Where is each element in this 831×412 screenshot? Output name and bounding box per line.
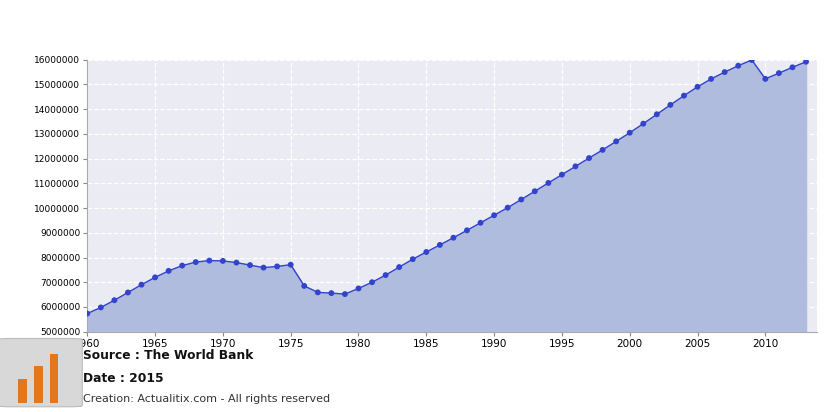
Bar xyxy=(18,379,27,403)
Point xyxy=(175,262,189,269)
Text: Source : The World Bank: Source : The World Bank xyxy=(83,349,253,362)
Point xyxy=(81,310,94,317)
Point xyxy=(203,258,216,264)
Point xyxy=(745,57,759,63)
Point xyxy=(216,258,229,264)
Point xyxy=(772,70,785,76)
Text: Date : 2015: Date : 2015 xyxy=(83,372,164,385)
Point xyxy=(149,274,162,281)
Point xyxy=(108,297,121,304)
Point xyxy=(488,212,501,218)
Point xyxy=(664,102,677,108)
Point xyxy=(162,267,175,274)
Point xyxy=(623,129,637,136)
Bar xyxy=(34,366,42,403)
Point xyxy=(718,69,731,75)
Point xyxy=(677,92,691,99)
Point xyxy=(284,261,297,268)
Point xyxy=(609,138,622,145)
Point xyxy=(121,289,135,296)
Point xyxy=(786,64,799,70)
Point xyxy=(569,163,583,170)
Point xyxy=(555,171,568,178)
Point xyxy=(691,84,704,90)
Point xyxy=(270,263,283,270)
Point xyxy=(189,259,203,265)
Point xyxy=(406,256,420,262)
Point xyxy=(257,265,270,271)
Point xyxy=(230,259,243,266)
Point xyxy=(392,264,406,270)
Point xyxy=(731,63,745,69)
Point xyxy=(759,75,772,82)
Point xyxy=(311,289,324,296)
Text: Cambodia - Population: Cambodia - Population xyxy=(11,17,239,35)
Point xyxy=(542,180,555,186)
Point xyxy=(325,290,338,296)
Point xyxy=(94,304,107,311)
Point xyxy=(379,272,392,279)
Text: Creation: Actualitix.com - All rights reserved: Creation: Actualitix.com - All rights re… xyxy=(83,394,330,404)
Point xyxy=(705,76,718,82)
Point xyxy=(637,120,650,127)
Point xyxy=(366,279,379,286)
Point xyxy=(135,281,148,288)
Point xyxy=(460,227,474,234)
Point xyxy=(514,196,528,203)
Point xyxy=(474,220,487,226)
Point xyxy=(433,241,446,248)
Point xyxy=(650,111,663,117)
Point xyxy=(338,291,352,297)
Point xyxy=(799,59,813,65)
FancyBboxPatch shape xyxy=(0,339,82,407)
Point xyxy=(420,249,433,255)
Point xyxy=(501,204,514,211)
Point xyxy=(596,147,609,153)
Bar xyxy=(50,354,58,403)
Point xyxy=(583,155,596,162)
Point xyxy=(447,234,460,241)
Point xyxy=(297,283,311,289)
Point xyxy=(243,262,257,268)
Point xyxy=(529,188,542,194)
Point xyxy=(352,285,365,292)
